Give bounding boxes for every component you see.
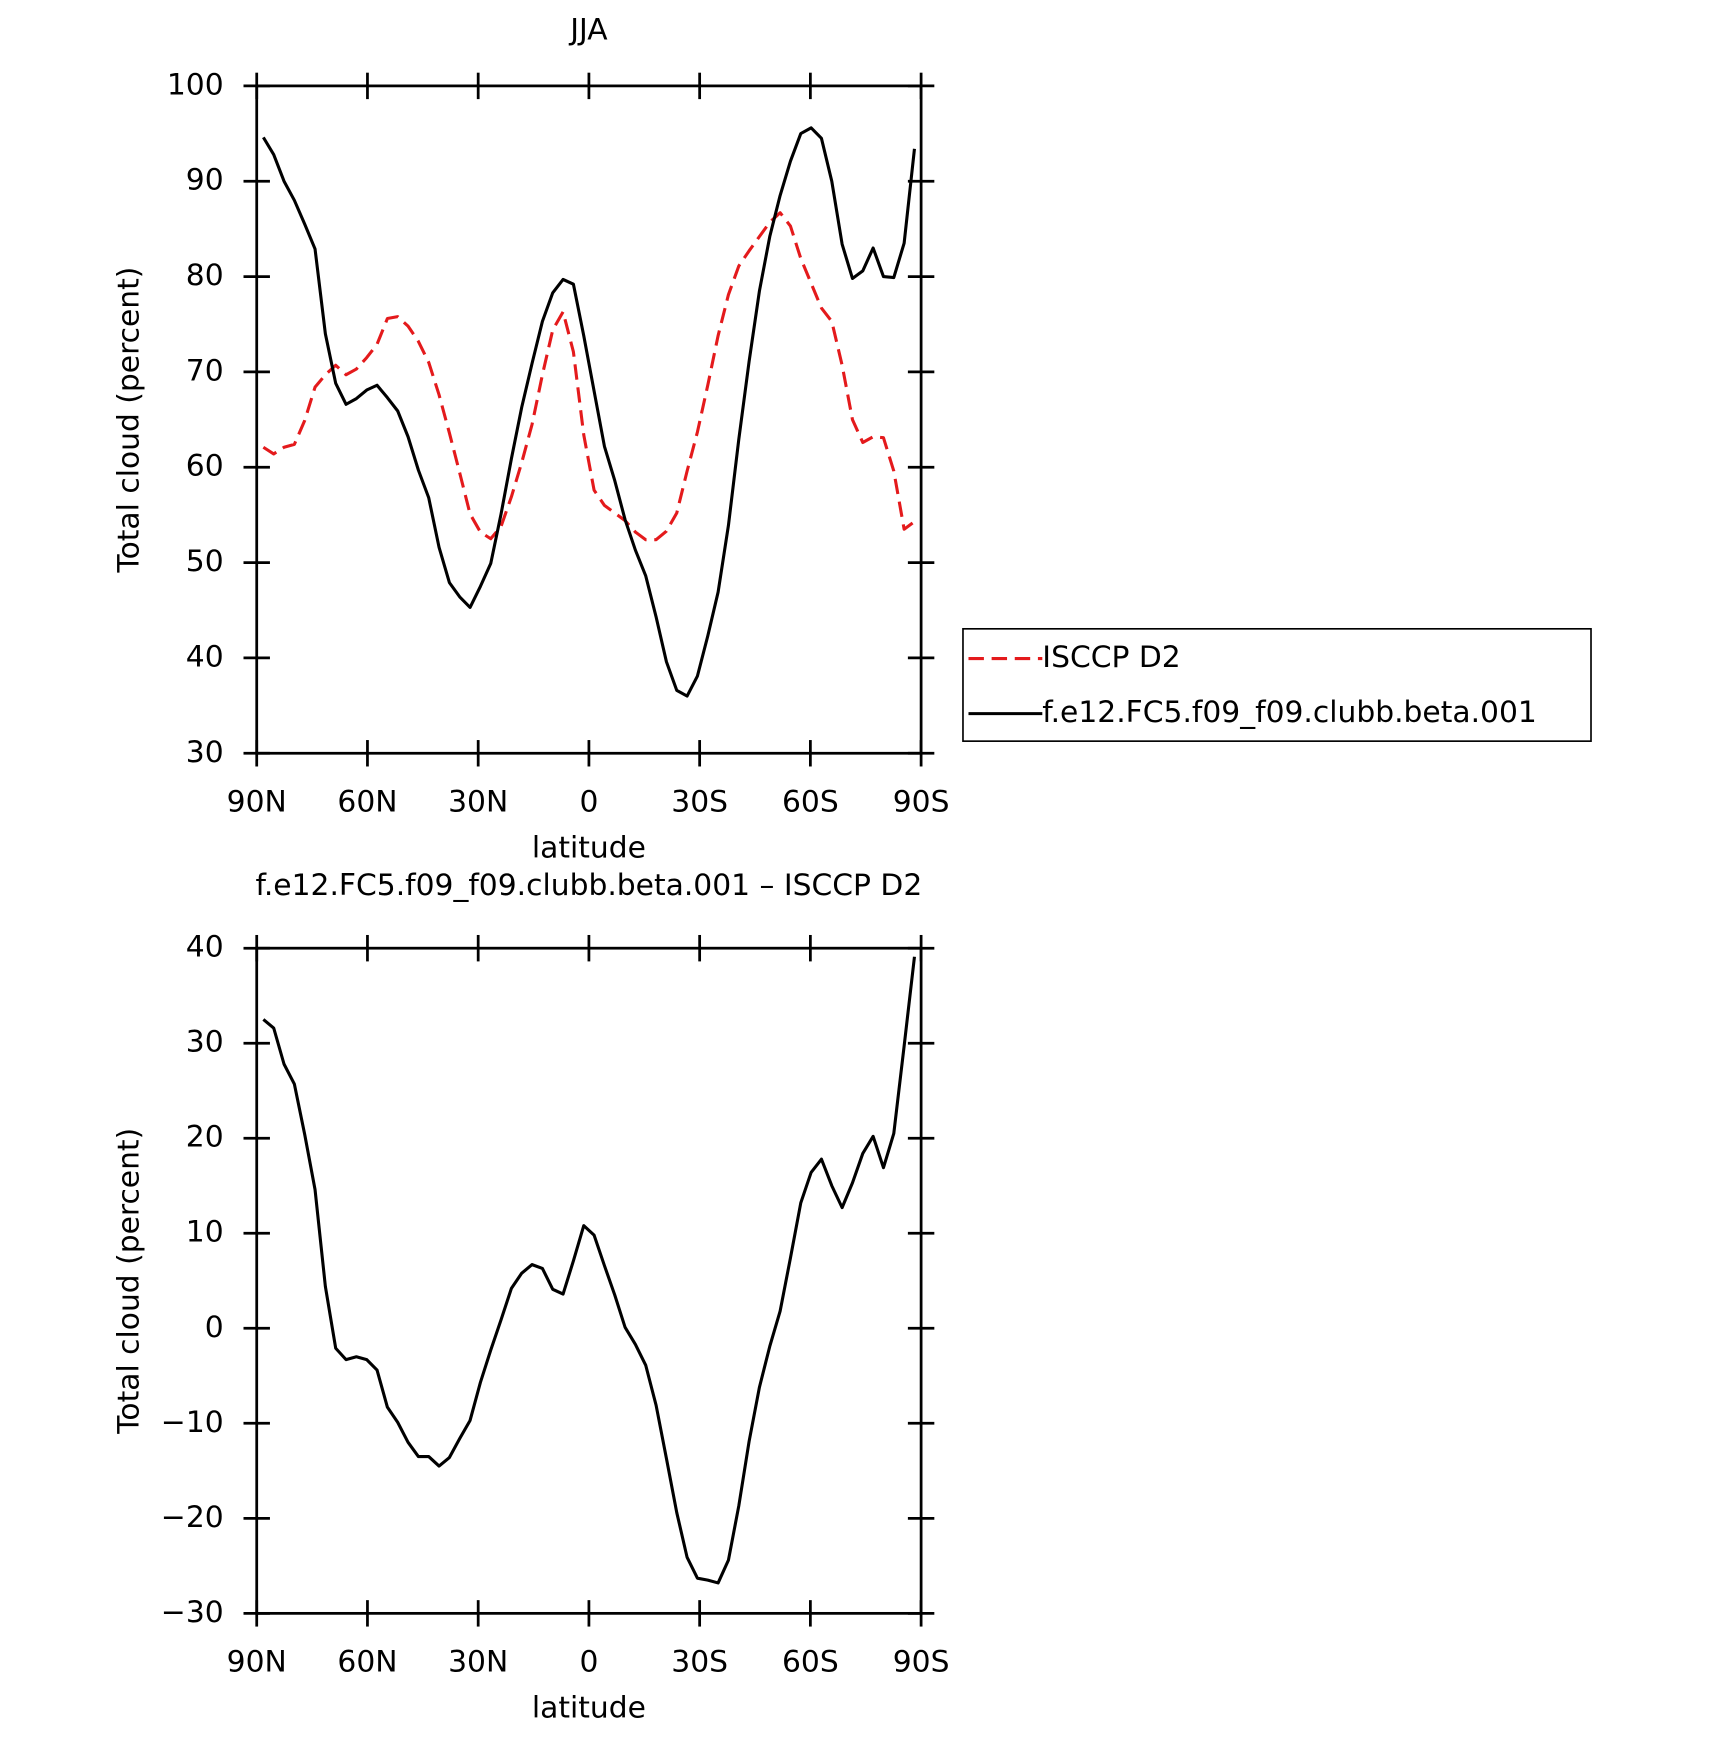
x-tick-label: 90S bbox=[893, 1644, 950, 1679]
y-tick-label: 0 bbox=[205, 1310, 224, 1345]
y-tick-label: 60 bbox=[186, 449, 224, 484]
x-tick-label: 60N bbox=[337, 784, 397, 819]
y-tick-label: 80 bbox=[186, 258, 224, 293]
y-tick-label: 30 bbox=[186, 1025, 224, 1060]
x-tick-label: 90N bbox=[227, 1644, 287, 1679]
x-tick-label: 90N bbox=[227, 784, 287, 819]
x-tick-label: 60S bbox=[782, 784, 839, 819]
y-tick-label: 10 bbox=[186, 1215, 224, 1250]
x-axis-label: latitude bbox=[532, 831, 646, 866]
x-axis-label: latitude bbox=[532, 1691, 646, 1726]
x-tick-label: 30S bbox=[671, 1644, 728, 1679]
y-tick-label: 50 bbox=[186, 544, 224, 579]
y-tick-label: 90 bbox=[186, 163, 224, 198]
x-tick-label: 30N bbox=[448, 784, 508, 819]
y-tick-label: 70 bbox=[186, 353, 224, 388]
y-axis-label: Total cloud (percent) bbox=[112, 267, 147, 574]
plot: f.e12.FC5.f09_f09.clubb.beta.001 – ISCCP… bbox=[112, 868, 950, 1726]
chart-title: JJA bbox=[568, 12, 608, 47]
data-line bbox=[262, 956, 916, 1585]
y-tick-label: 30 bbox=[186, 735, 224, 770]
y-tick-label: −10 bbox=[161, 1405, 224, 1440]
data-line bbox=[262, 211, 916, 542]
y-tick-label: −30 bbox=[161, 1595, 224, 1630]
plot-frame bbox=[255, 84, 923, 755]
x-tick-label: 30N bbox=[448, 1644, 508, 1679]
plot-frame bbox=[255, 946, 923, 1615]
y-tick-label: 40 bbox=[186, 930, 224, 965]
x-tick-label: 0 bbox=[579, 1644, 598, 1679]
y-axis-label: Total cloud (percent) bbox=[112, 1128, 147, 1435]
x-tick-label: 60N bbox=[337, 1644, 397, 1679]
chart-title: f.e12.FC5.f09_f09.clubb.beta.001 – ISCCP… bbox=[256, 868, 923, 903]
plot: JJA 30 40 50 60 70 80 90 100 90N 60N 30N 0 30S 60S 90S l… bbox=[112, 12, 1592, 866]
x-tick-label: 60S bbox=[782, 1644, 839, 1679]
y-tick-label: 40 bbox=[186, 639, 224, 674]
y-tick-label: 20 bbox=[186, 1120, 224, 1155]
legend-box bbox=[962, 627, 1592, 742]
x-tick-label: 90S bbox=[893, 784, 950, 819]
y-tick-label: −20 bbox=[161, 1500, 224, 1535]
x-tick-label: 0 bbox=[579, 784, 598, 819]
y-tick-label: 100 bbox=[167, 67, 224, 102]
legend-label: ISCCP D2 bbox=[1042, 640, 1180, 675]
data-line bbox=[262, 126, 916, 698]
legend-label: f.e12.FC5.f09_f09.clubb.beta.001 bbox=[1042, 695, 1537, 730]
x-tick-label: 30S bbox=[671, 784, 728, 819]
